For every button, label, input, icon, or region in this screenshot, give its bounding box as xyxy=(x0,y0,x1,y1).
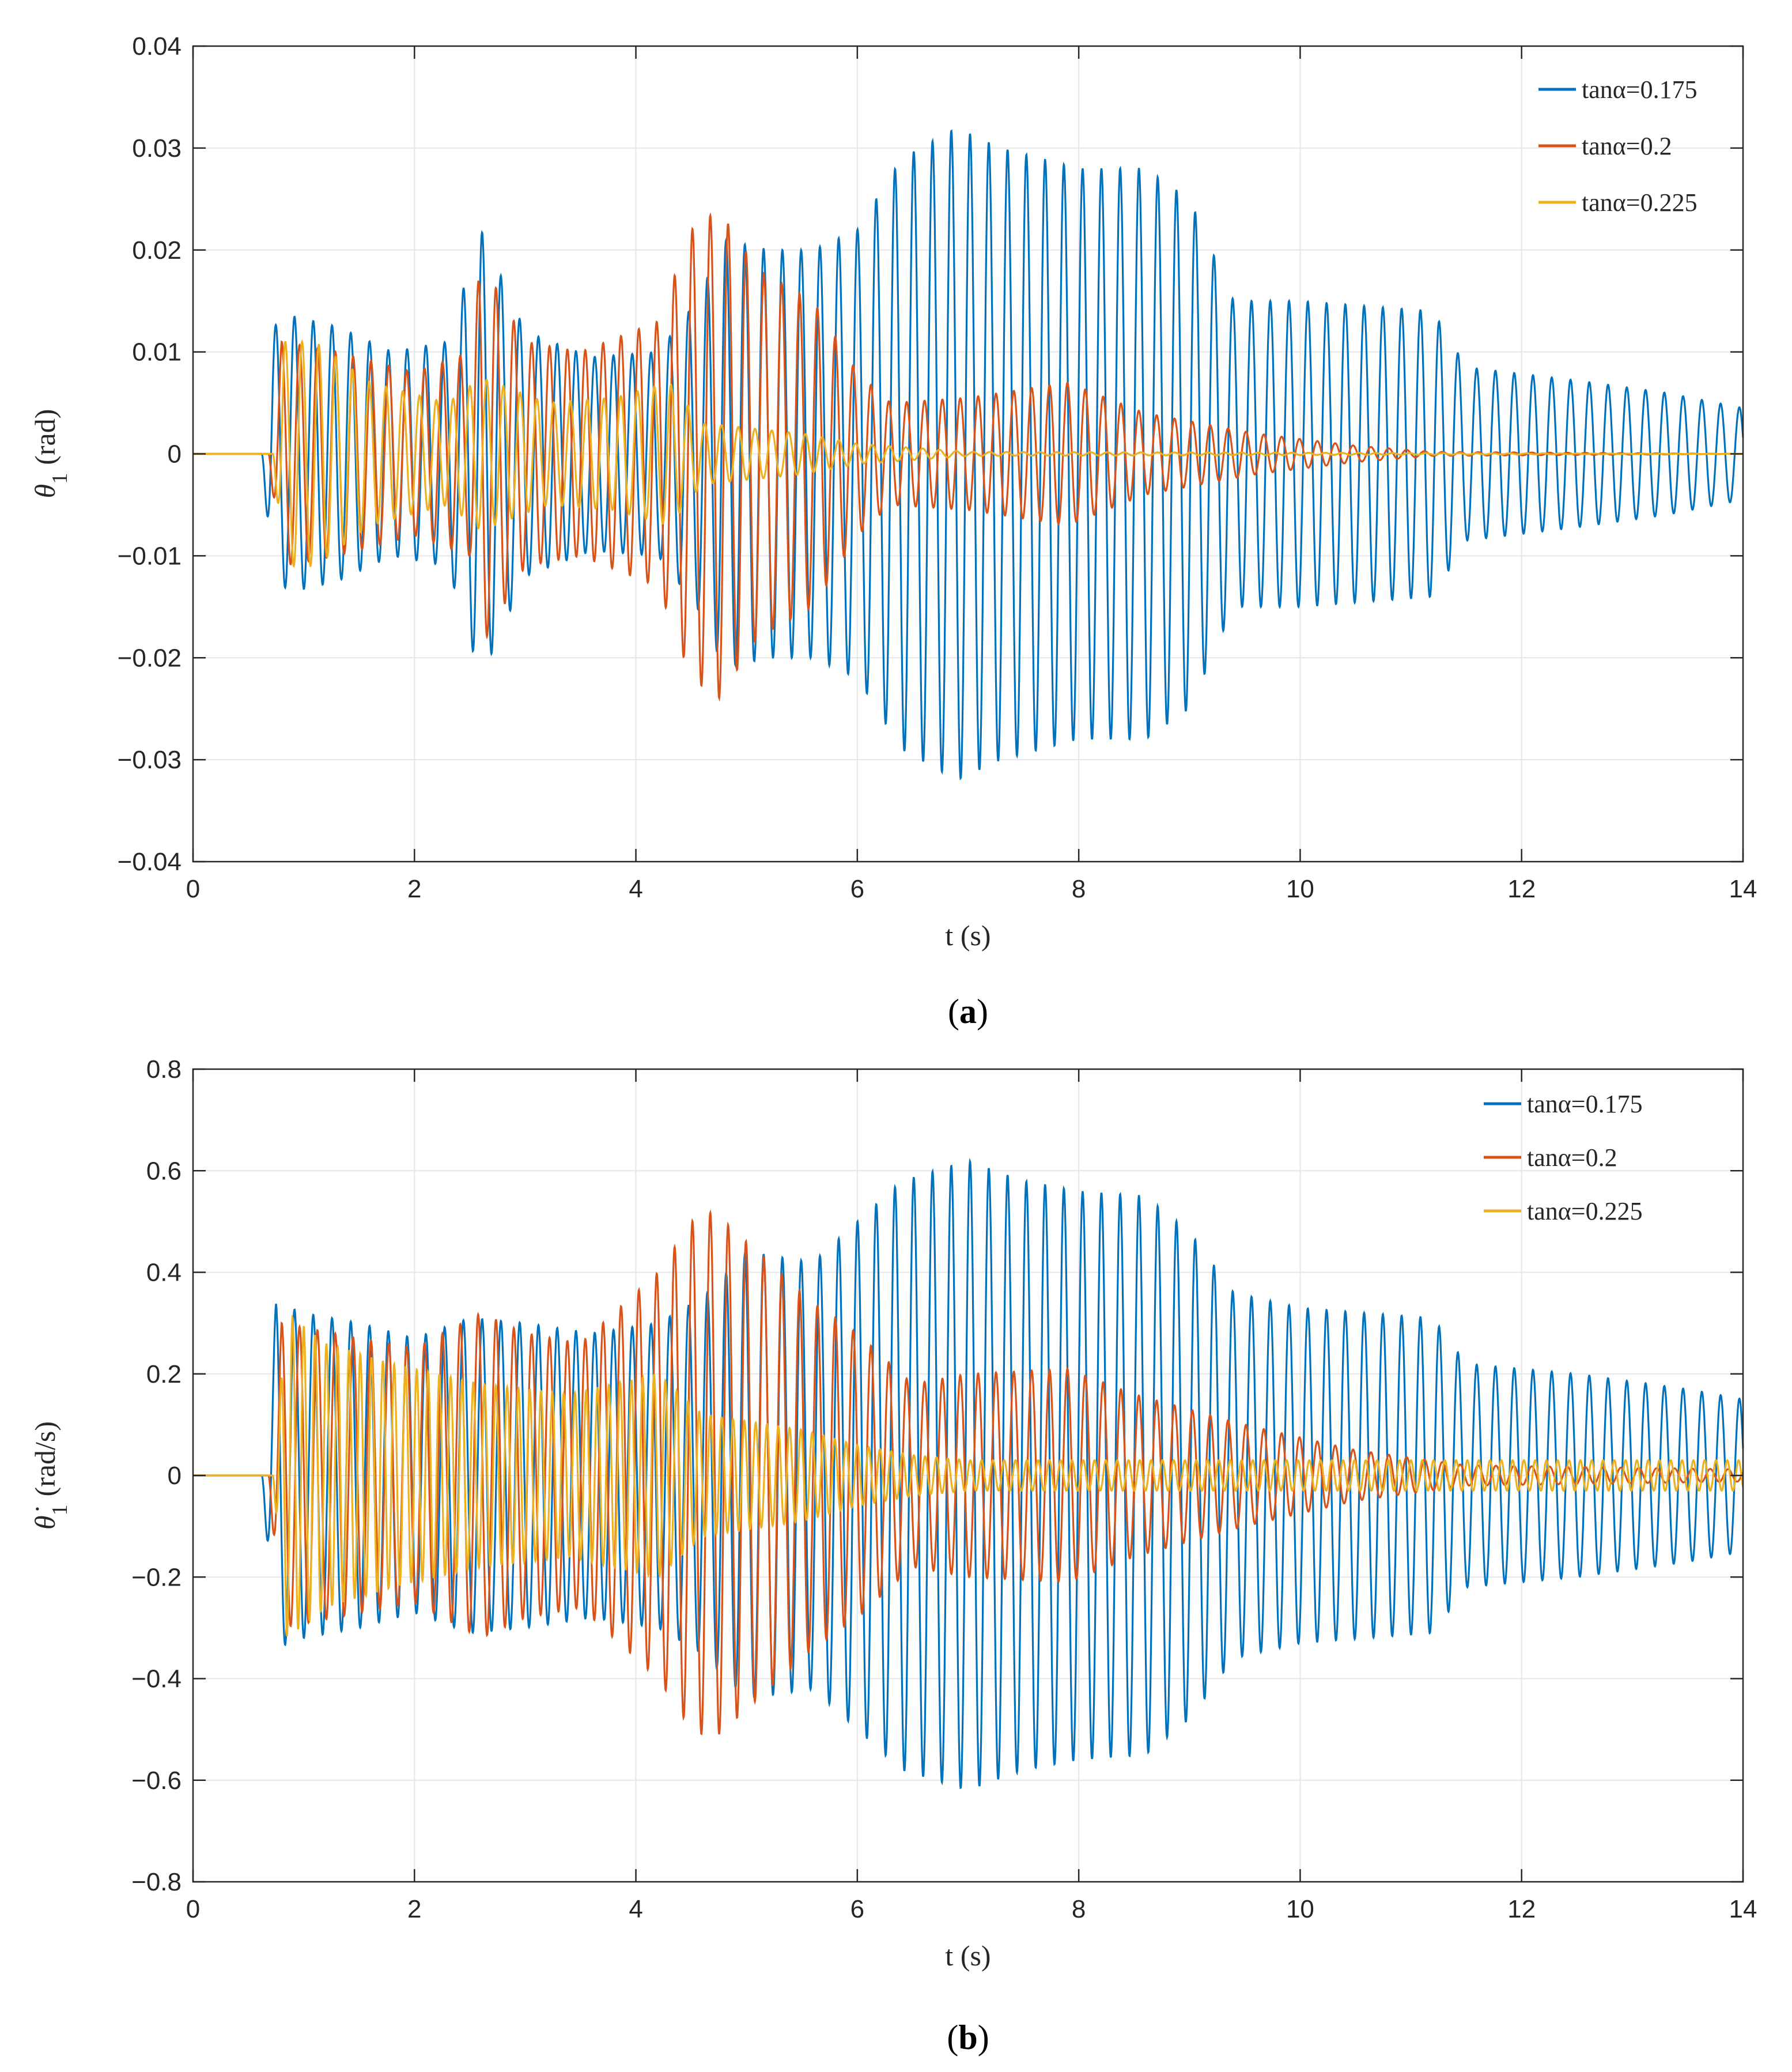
y-label-subscript-a: 1 xyxy=(48,473,72,484)
x-tick-label-a: 4 xyxy=(629,875,642,903)
x-tick-label-b: 6 xyxy=(850,1895,864,1923)
panel-a: 0 2 4 6 8 10 12 14 −0.04 −0.03 −0.02 −0.01 0 0.01 0.02… xyxy=(29,32,1757,1031)
y-tick-label-a: 0.04 xyxy=(132,32,182,61)
legend-b: tanα=0.175 tanα=0.2 tanα=0.225 xyxy=(1484,1090,1643,1225)
x-axis-label-b: t (s) xyxy=(945,1939,990,1972)
y-tick-label-b: 0.6 xyxy=(146,1157,182,1185)
x-tick-label-a: 14 xyxy=(1729,875,1757,903)
x-tick-label-b: 4 xyxy=(629,1895,642,1923)
caption-a: (a) xyxy=(948,992,988,1031)
y-tick-label-b: −0.8 xyxy=(131,1868,182,1896)
y-tick-label-a: −0.04 xyxy=(118,848,182,876)
y-tick-label-a: −0.01 xyxy=(118,542,182,570)
y-axis-label-a: θ1 (rad) xyxy=(29,409,72,499)
legend-label-a-tan0175: tanα=0.175 xyxy=(1582,76,1698,104)
lines-b xyxy=(193,1157,1744,1790)
ticks-b: 0 2 4 6 8 10 12 14 −0.8 −0.6 −0.4 −0.2 0 0.2 0.4 0.6 0.8 xyxy=(131,1055,1757,1923)
x-tick-label-a: 0 xyxy=(186,875,200,903)
y-label-unit-a: (rad) xyxy=(29,409,61,465)
svg-text:θ̇1(rad/s): θ̇1(rad/s) xyxy=(29,1421,72,1530)
legend-label-b-tan0225: tanα=0.225 xyxy=(1527,1197,1643,1225)
y-label-unit-b: (rad/s) xyxy=(29,1421,61,1497)
y-label-symbol-a: θ xyxy=(29,484,61,499)
caption-b: (b) xyxy=(947,2018,989,2056)
x-tick-label-b: 12 xyxy=(1507,1895,1536,1923)
x-tick-label-b: 8 xyxy=(1072,1895,1086,1923)
y-tick-label-b: 0.8 xyxy=(146,1055,182,1084)
legend-label-b-tan0175: tanα=0.175 xyxy=(1527,1090,1643,1118)
y-tick-label-b: 0.4 xyxy=(146,1259,182,1287)
series-line-b-tan0225 xyxy=(193,1314,1744,1637)
x-tick-label-a: 10 xyxy=(1286,875,1314,903)
y-tick-label-a: 0.03 xyxy=(132,134,182,163)
x-tick-label-b: 2 xyxy=(407,1895,421,1923)
svg-text:θ1(rad): θ1 (rad) xyxy=(29,409,72,499)
series-line-b-tan02 xyxy=(193,1209,1744,1735)
lines-a xyxy=(193,129,1744,781)
y-label-subscript-b: 1 xyxy=(48,1504,72,1515)
legend-label-b-tan02: tanα=0.2 xyxy=(1527,1143,1617,1172)
series-line-b-tan0175 xyxy=(193,1157,1744,1790)
y-tick-label-b: −0.4 xyxy=(131,1665,182,1693)
y-tick-label-a: 0 xyxy=(168,440,182,469)
y-tick-label-b: −0.2 xyxy=(131,1563,182,1591)
legend-label-a-tan0225: tanα=0.225 xyxy=(1582,188,1698,217)
y-tick-label-b: 0.2 xyxy=(146,1360,182,1388)
x-tick-label-b: 14 xyxy=(1729,1895,1757,1923)
caption-letter-a: a xyxy=(959,992,977,1031)
y-axis-label-b: θ̇1(rad/s) xyxy=(29,1421,72,1530)
series-line-a-tan0175 xyxy=(193,129,1744,781)
x-axis-label-a: t (s) xyxy=(945,919,990,952)
y-tick-label-a: −0.02 xyxy=(118,644,182,672)
caption-letter-b: b xyxy=(958,2018,977,2056)
x-tick-label-a: 8 xyxy=(1072,875,1086,903)
ticks-a: 0 2 4 6 8 10 12 14 −0.04 −0.03 −0.02 −0.01 0 0.01 0.02… xyxy=(118,32,1757,903)
x-tick-label-b: 0 xyxy=(186,1895,200,1923)
x-tick-label-a: 2 xyxy=(407,875,421,903)
y-tick-label-a: −0.03 xyxy=(118,746,182,774)
panel-b: 0 2 4 6 8 10 12 14 −0.8 −0.6 −0.4 −0.2 0 0.2 0.4 0.6 0.8… xyxy=(29,1055,1757,2056)
y-tick-label-b: −0.6 xyxy=(131,1767,182,1795)
x-tick-label-a: 6 xyxy=(850,875,864,903)
y-tick-label-b: 0 xyxy=(168,1462,182,1490)
x-tick-label-a: 12 xyxy=(1507,875,1536,903)
legend-a: tanα=0.175 tanα=0.2 tanα=0.225 xyxy=(1538,76,1698,217)
y-tick-label-a: 0.02 xyxy=(132,236,182,265)
series-line-a-tan0225 xyxy=(193,339,1743,568)
y-tick-label-a: 0.01 xyxy=(132,338,182,367)
legend-label-a-tan02: tanα=0.2 xyxy=(1582,132,1672,160)
x-tick-label-b: 10 xyxy=(1286,1895,1314,1923)
